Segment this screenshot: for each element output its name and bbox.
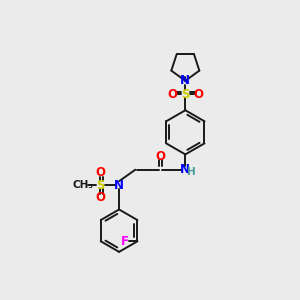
Text: N: N	[114, 178, 124, 191]
Text: S: S	[181, 88, 190, 100]
Text: H: H	[188, 167, 196, 177]
Text: N: N	[180, 74, 190, 87]
Text: S: S	[97, 178, 105, 191]
Text: F: F	[121, 235, 129, 248]
Text: O: O	[194, 88, 204, 100]
Text: O: O	[155, 150, 165, 163]
Text: N: N	[180, 163, 190, 176]
Text: CH₃: CH₃	[72, 180, 93, 190]
Text: O: O	[96, 191, 106, 204]
Text: O: O	[96, 166, 106, 179]
Text: O: O	[167, 88, 177, 100]
